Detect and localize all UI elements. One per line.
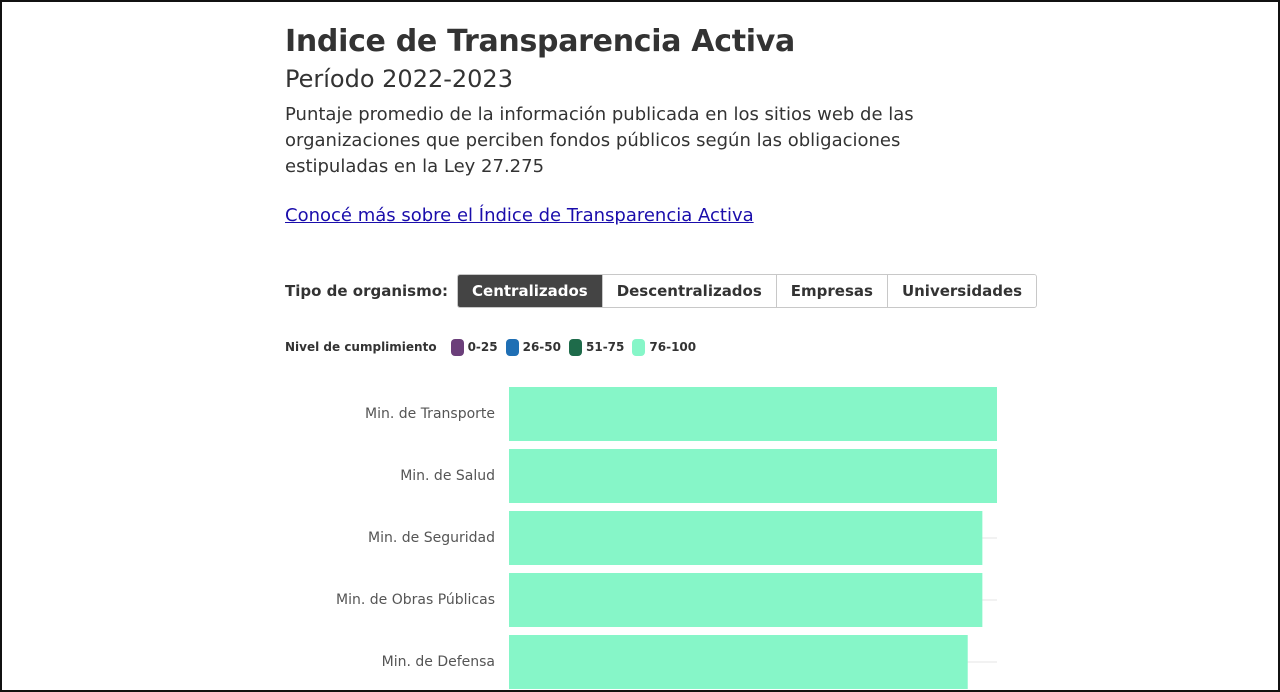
filter-option-universidades[interactable]: Universidades xyxy=(886,275,1037,307)
legend-label: 51-75 xyxy=(586,340,625,354)
category-label: Min. de Transporte xyxy=(365,406,495,422)
category-label: Min. de Defensa xyxy=(382,654,495,670)
legend-item-26-50: 26-50 xyxy=(505,338,561,356)
bar[interactable] xyxy=(509,573,983,627)
filter-option-descentralizados[interactable]: Descentralizados xyxy=(601,275,776,307)
page-subtitle: Período 2022-2023 xyxy=(285,65,513,93)
legend-item-76-100: 76-100 xyxy=(632,338,697,356)
legend-item-0-25: 0-25 xyxy=(450,338,498,356)
legend-swatch xyxy=(632,338,646,356)
legend-label: 26-50 xyxy=(522,340,561,354)
filter-option-empresas[interactable]: Empresas xyxy=(775,275,887,307)
organism-type-segmented-control: Centralizados Descentralizados Empresas … xyxy=(457,274,1038,308)
category-label: Min. de Seguridad xyxy=(368,530,495,546)
legend-swatch xyxy=(505,338,519,356)
bar[interactable] xyxy=(509,449,997,503)
page-description: Puntaje promedio de la información publi… xyxy=(285,104,914,177)
category-label: Min. de Obras Públicas xyxy=(336,592,495,608)
legend-label: 0-25 xyxy=(467,340,498,354)
filter-option-centralizados[interactable]: Centralizados xyxy=(458,275,602,307)
learn-more-link[interactable]: Conocé más sobre el Índice de Transparen… xyxy=(285,205,754,226)
chart-legend: Nivel de cumplimiento 0-25 26-50 51-75 7… xyxy=(285,338,704,356)
organism-type-filter: Tipo de organismo: Centralizados Descent… xyxy=(285,274,1038,308)
header: Indice de Transparencia Activa Período 2… xyxy=(285,22,997,228)
bar[interactable] xyxy=(509,511,983,565)
bar[interactable] xyxy=(509,635,968,689)
legend-item-51-75: 51-75 xyxy=(569,338,625,356)
bar[interactable] xyxy=(509,387,997,441)
page-title: Indice de Transparencia Activa xyxy=(285,24,795,59)
legend-swatch xyxy=(450,338,464,356)
legend-label: 76-100 xyxy=(649,340,697,354)
legend-title: Nivel de cumplimiento xyxy=(285,340,437,354)
category-label: Min. de Salud xyxy=(400,468,495,484)
legend-swatch xyxy=(569,338,582,356)
filter-label: Tipo de organismo: xyxy=(285,282,449,300)
